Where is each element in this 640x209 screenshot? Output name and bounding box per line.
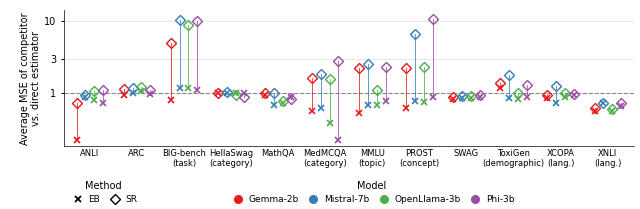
Y-axis label: Average MSE of competitor
vs. direct estimator: Average MSE of competitor vs. direct est…: [20, 12, 42, 145]
Legend: EB, SR: EB, SR: [68, 181, 138, 204]
Legend: Gemma-2b, Mistral-7b, OpenLlama-3b, Phi-3b: Gemma-2b, Mistral-7b, OpenLlama-3b, Phi-…: [228, 181, 515, 204]
